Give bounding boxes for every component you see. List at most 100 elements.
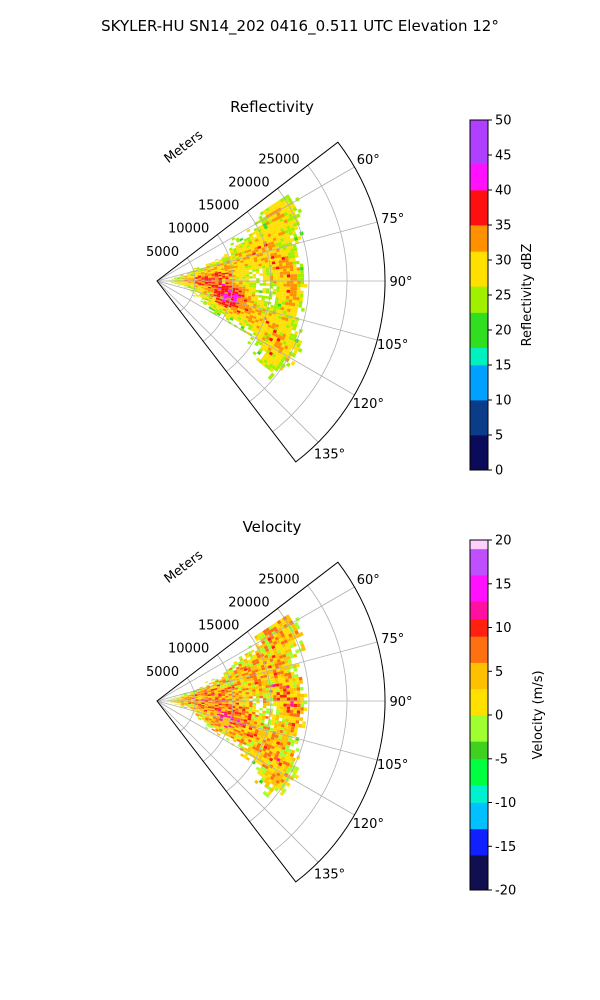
velocity-azimuth-tick-label: 105°	[377, 758, 408, 773]
reflectivity-colorbar-segment	[470, 408, 488, 418]
reflectivity-colorbar-segment	[470, 303, 488, 313]
velocity-azimuth-tick-label: 120°	[353, 817, 384, 832]
reflectivity-colorbar-segment	[470, 216, 488, 226]
velocity-colorbar-segment	[470, 881, 488, 891]
velocity-colorbar-tick-label: 5	[495, 665, 503, 680]
reflectivity-azimuth-tick-label: 135°	[314, 448, 345, 463]
velocity-azimuth-tick-label: 135°	[314, 868, 345, 883]
reflectivity-colorbar: 0 5 10 15 20 25 30 35 40 45 50	[469, 114, 512, 479]
reflectivity-colorbar-tick-label: 10	[495, 394, 512, 409]
reflectivity-colorbar-segment	[470, 400, 488, 410]
velocity-colorbar-segment	[470, 627, 488, 637]
reflectivity-colorbar-segment	[470, 373, 488, 383]
reflectivity-colorbar-segment	[470, 242, 488, 252]
reflectivity-colorbar-segment	[470, 260, 488, 270]
reflectivity-radial-tick-label: 15000	[198, 199, 239, 214]
reflectivity-range-ring	[249, 188, 310, 402]
reflectivity-colorbar-segment	[470, 461, 488, 471]
velocity-colorbar-segment	[470, 785, 488, 795]
velocity-title: Velocity	[243, 518, 302, 536]
reflectivity-colorbar-segment	[470, 347, 488, 357]
reflectivity-colorbar-segment	[470, 338, 488, 348]
reflectivity-polar-plot: 5000 10000 15000 20000 25000 60° 75° 90° 105° 120…	[146, 141, 413, 463]
reflectivity-colorbar-segment	[470, 251, 488, 261]
velocity-azimuth-gridline	[156, 641, 378, 702]
reflectivity-azimuth-gridline	[156, 166, 355, 282]
reflectivity-range-ring	[272, 165, 348, 433]
reflectivity-azimuth-gridline	[156, 221, 378, 282]
reflectivity-title: Reflectivity	[230, 98, 314, 116]
reflectivity-colorbar-segment	[470, 312, 488, 322]
reflectivity-colorbar-tick-label: 45	[495, 149, 512, 164]
velocity-colorbar-segment	[470, 706, 488, 716]
reflectivity-colorbar-segment	[470, 356, 488, 366]
reflectivity-azimuth-gridline	[156, 280, 319, 443]
velocity-colorbar-segment	[470, 855, 488, 865]
velocity-radial-tick-label: 15000	[198, 619, 239, 634]
reflectivity-colorbar-segment	[470, 225, 488, 235]
velocity-colorbar-segment	[470, 811, 488, 821]
velocity-azimuth-tick-label: 60°	[357, 573, 380, 588]
velocity-colorbar-segment	[470, 767, 488, 777]
velocity-azimuth-gridline	[156, 700, 319, 863]
velocity-azimuth-tick-label: 90°	[389, 695, 412, 710]
velocity-colorbar-label: Velocity (m/s)	[531, 670, 546, 759]
velocity-colorbar-segment	[470, 548, 488, 558]
reflectivity-colorbar-tick-label: 15	[495, 359, 512, 374]
reflectivity-radial-tick-label: 20000	[228, 176, 269, 191]
reflectivity-colorbar-segment	[470, 146, 488, 156]
reflectivity-colorbar-tick-label: 35	[495, 219, 512, 234]
reflectivity-radial-tick-label: 25000	[258, 152, 299, 167]
reflectivity-colorbar-segment	[470, 295, 488, 305]
reflectivity-range-ring	[203, 234, 234, 342]
velocity-colorbar-segment	[470, 680, 488, 690]
reflectivity-radial-label: Meters	[162, 128, 207, 167]
velocity-colorbar-segment	[470, 872, 488, 882]
reflectivity-sector-frame	[156, 141, 386, 463]
velocity-range-ring	[226, 631, 272, 792]
velocity-colorbar-segment	[470, 758, 488, 768]
velocity-colorbar-segment	[470, 732, 488, 742]
reflectivity-azimuth-tick-label: 90°	[389, 275, 412, 290]
velocity-colorbar-segment	[470, 723, 488, 733]
reflectivity-colorbar-segment	[470, 128, 488, 138]
velocity-colorbar-tick-label: -5	[495, 752, 508, 767]
velocity-colorbar-tick-label: 20	[495, 534, 512, 549]
velocity-radial-label: Meters	[162, 548, 207, 587]
reflectivity-azimuth-tick-label: 75°	[381, 212, 404, 227]
velocity-colorbar-segment	[470, 557, 488, 567]
velocity-azimuth-gridline	[156, 586, 355, 702]
velocity-radial-tick-label: 20000	[228, 596, 269, 611]
velocity-colorbar-segment	[470, 618, 488, 628]
velocity-colorbar-segment	[470, 575, 488, 585]
velocity-colorbar-segment	[470, 688, 488, 698]
velocity-azimuth-gridline	[156, 700, 355, 816]
velocity-polar-plot: 5000 10000 15000 20000 25000 60° 75° 90° 105° 120…	[146, 561, 413, 883]
reflectivity-colorbar-segment	[470, 330, 488, 340]
velocity-sector-frame	[156, 561, 386, 883]
reflectivity-colorbar-tick-label: 0	[495, 464, 503, 479]
reflectivity-azimuth-tick-label: 105°	[377, 338, 408, 353]
velocity-colorbar-segment	[470, 610, 488, 620]
reflectivity-colorbar-label: Reflectivity dBZ	[520, 244, 535, 347]
velocity-colorbar-tick-label: -15	[495, 840, 516, 855]
velocity-colorbar-tick-label: 0	[495, 709, 503, 724]
reflectivity-colorbar-tick-label: 25	[495, 289, 512, 304]
velocity-colorbar-segment	[470, 750, 488, 760]
figure-suptitle: SKYLER-HU SN14_202 0416_0.511 UTC Elevat…	[101, 17, 499, 36]
velocity-colorbar-tick-label: -10	[495, 796, 516, 811]
velocity-range-ring	[179, 677, 196, 732]
velocity-colorbar-segment	[470, 566, 488, 576]
reflectivity-colorbar-segment	[470, 417, 488, 427]
velocity-colorbar-segment	[470, 846, 488, 856]
reflectivity-azimuth-tick-label: 60°	[357, 153, 380, 168]
velocity-colorbar-segment	[470, 820, 488, 830]
reflectivity-colorbar-tick-label: 30	[495, 254, 512, 269]
reflectivity-range-ring	[226, 211, 272, 372]
velocity-radial-tick-label: 10000	[168, 642, 209, 657]
velocity-colorbar-tick-label: 10	[495, 621, 512, 636]
reflectivity-colorbar-segment	[470, 198, 488, 208]
reflectivity-colorbar-tick-label: 5	[495, 429, 503, 444]
reflectivity-colorbar-segment	[470, 181, 488, 191]
